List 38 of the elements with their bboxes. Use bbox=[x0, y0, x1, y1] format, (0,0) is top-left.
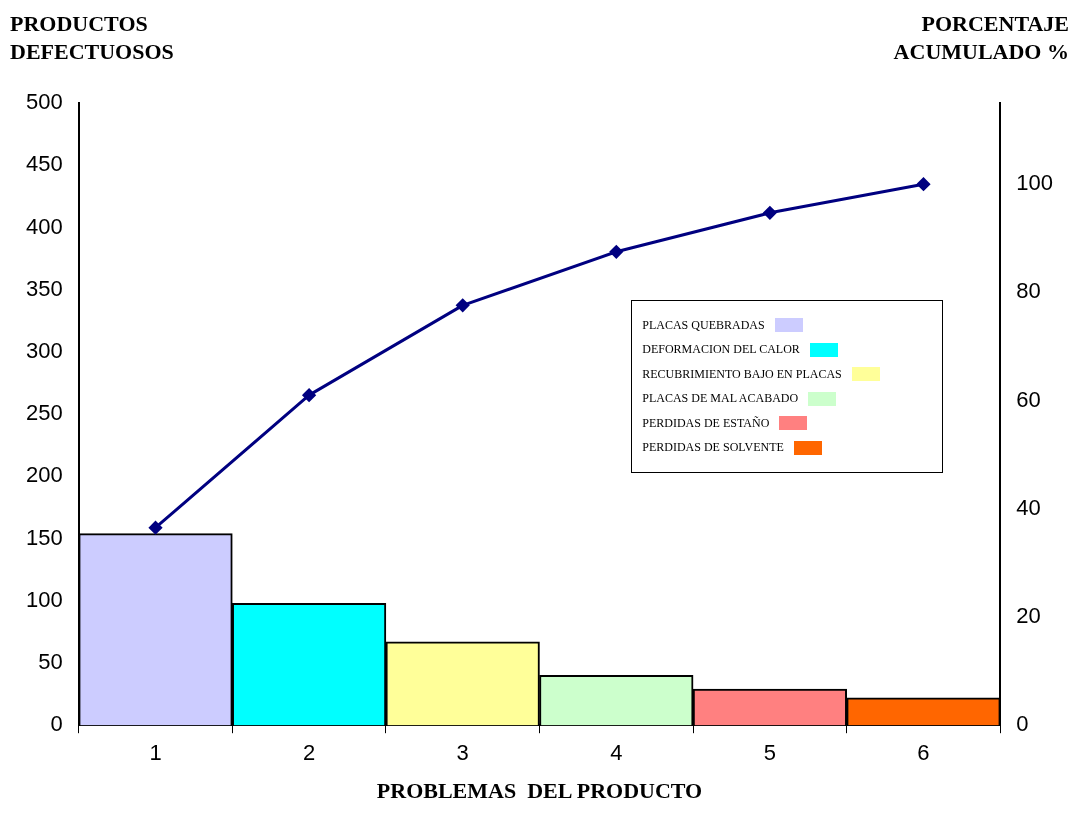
point bbox=[609, 245, 623, 259]
y-tick-label: 350 bbox=[25, 275, 63, 301]
legend-label: RECUBRIMIENTO BAJO EN PLACAS bbox=[642, 366, 842, 382]
y2-tick-label: 80 bbox=[1016, 278, 1041, 304]
x-tick-label: 2 bbox=[302, 740, 316, 766]
x-tick-label: 6 bbox=[917, 740, 930, 766]
x-axis-title: PROBLEMAS DEL PRODUCTO bbox=[376, 778, 703, 804]
point bbox=[149, 521, 163, 535]
y-tick-label: 500 bbox=[25, 89, 63, 115]
legend-label: PERDIDAS DE SOLVENTE bbox=[642, 440, 784, 456]
x-tick-label: 1 bbox=[149, 740, 162, 766]
y2-tick-label: 40 bbox=[1016, 494, 1041, 520]
y2-axis-title: PORCENTAJE ACUMULADO % bbox=[893, 10, 1069, 64]
point bbox=[763, 206, 777, 220]
legend-label: PLACAS QUEBRADAS bbox=[642, 317, 765, 333]
y-tick-label: 450 bbox=[25, 151, 63, 177]
legend-label: DEFORMACION DEL CALOR bbox=[642, 342, 800, 358]
y2-tick-label: 0 bbox=[1016, 711, 1029, 737]
y-tick-label: 250 bbox=[25, 400, 63, 426]
y2-tick-label: 60 bbox=[1016, 386, 1041, 412]
y-tick-label: 200 bbox=[25, 462, 63, 488]
y-tick-label: 0 bbox=[50, 711, 63, 737]
point bbox=[302, 388, 316, 402]
legend-label: PERDIDAS DE ESTAÑO bbox=[642, 415, 770, 431]
y-tick-label: 300 bbox=[25, 337, 63, 363]
y-axis-title: PRODUCTOS DEFECTUOSOS bbox=[10, 10, 174, 64]
x-tick-label: 5 bbox=[763, 740, 777, 766]
y2-tick-label: 20 bbox=[1016, 603, 1041, 629]
y-tick-label: 50 bbox=[38, 649, 63, 675]
y-tick-label: 100 bbox=[25, 586, 63, 612]
point bbox=[917, 177, 930, 191]
legend-label: PLACAS DE MAL ACABADO bbox=[642, 391, 799, 407]
y-tick-label: 400 bbox=[25, 213, 63, 239]
point bbox=[456, 298, 470, 312]
x-tick-label: 4 bbox=[610, 740, 623, 766]
x-tick-label: 3 bbox=[456, 740, 469, 766]
y2-tick-label: 100 bbox=[1016, 170, 1054, 196]
y-tick-label: 150 bbox=[25, 524, 63, 550]
